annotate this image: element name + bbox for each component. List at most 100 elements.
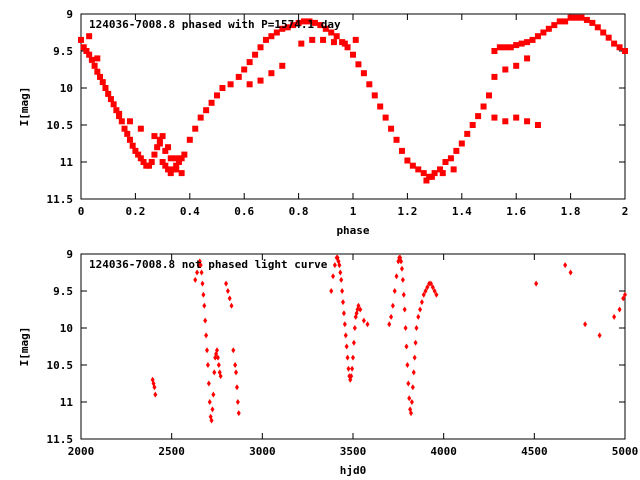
data-point [132,147,139,154]
data-point [227,81,234,88]
data-point [205,362,210,368]
data-point [99,79,106,86]
data-point [343,332,348,339]
data-point [279,62,286,69]
data-point [211,391,216,398]
data-point [225,288,230,294]
data-point [207,399,212,405]
data-point [126,118,133,125]
data-point [403,325,408,331]
data-point [432,288,437,294]
y-tick-label: 10 [60,82,73,95]
data-point [389,313,394,320]
data-point [356,302,361,309]
data-point [234,369,239,376]
data-point [409,162,416,169]
data-point [173,166,180,173]
data-point [387,321,392,328]
data-point [342,321,347,328]
y-tick-label: 11 [60,396,74,409]
data-point [431,170,438,177]
data-point [333,33,340,40]
data-point [583,16,590,23]
data-point [605,34,612,41]
y-tick-label: 10.5 [47,119,74,132]
data-point [121,125,128,132]
data-point [428,280,433,287]
data-point [279,25,286,32]
data-point [203,317,208,324]
x-axis-label: phase [336,224,369,237]
data-point [298,40,305,47]
data-point [105,90,112,97]
data-point [450,166,457,173]
data-point [167,170,174,177]
data-point [390,302,395,309]
data-point [234,384,239,391]
data-point [412,354,417,361]
data-point [406,380,411,387]
x-tick-label: 0.6 [234,205,254,218]
data-point [393,136,400,143]
data-point [341,40,348,47]
data-point [181,151,188,158]
data-point [165,166,172,173]
data-point [420,170,427,177]
y-axis-label: I[mag] [18,87,31,127]
data-point [491,114,498,121]
data-point [611,40,618,47]
data-point [156,140,163,147]
data-point [215,347,219,354]
data-point [358,306,363,313]
data-point [392,288,397,294]
data-point [518,40,525,47]
data-point [416,313,421,320]
data-point [534,122,541,128]
data-point [246,81,253,88]
data-point [317,22,324,29]
x-tick-label: 4500 [521,445,548,458]
data-point [623,291,627,298]
data-point [309,36,316,43]
data-point [349,373,354,380]
x-tick-label: 0.2 [125,205,145,218]
y-tick-label: 11.5 [47,433,74,446]
data-point [475,113,482,120]
data-point [415,166,422,173]
data-point [124,130,131,137]
data-point [231,347,236,354]
data-point [86,51,93,58]
x-tick-label: 5000 [612,445,639,458]
data-point [218,373,223,380]
data-point [257,77,264,84]
data-point [203,107,210,114]
data-point [135,151,142,158]
data-point [165,144,172,151]
data-point [86,33,93,40]
data-point [338,269,343,276]
data-point [173,155,180,162]
data-point [399,265,404,272]
data-point [126,136,133,143]
data-point [252,51,259,58]
plot-2: 2000 2500 3000 3500 4000 4500 5000 9 9.5 10 10.5 11… [18,248,638,477]
data-point [284,24,291,31]
data-point [464,130,471,137]
data-point [94,68,101,75]
data-point [405,362,410,368]
data-point [491,48,498,54]
data-point [331,273,336,280]
data-point [496,44,503,51]
data-point [94,55,101,62]
data-point [301,18,308,25]
data-point [219,85,226,91]
data-point [140,159,147,165]
y-tick-label: 9.5 [53,285,73,298]
data-point [447,155,454,162]
data-point [224,280,229,287]
data-point [233,362,238,368]
data-point [205,347,210,354]
data-point [154,144,161,151]
data-point [320,36,327,43]
data-point [344,44,351,51]
